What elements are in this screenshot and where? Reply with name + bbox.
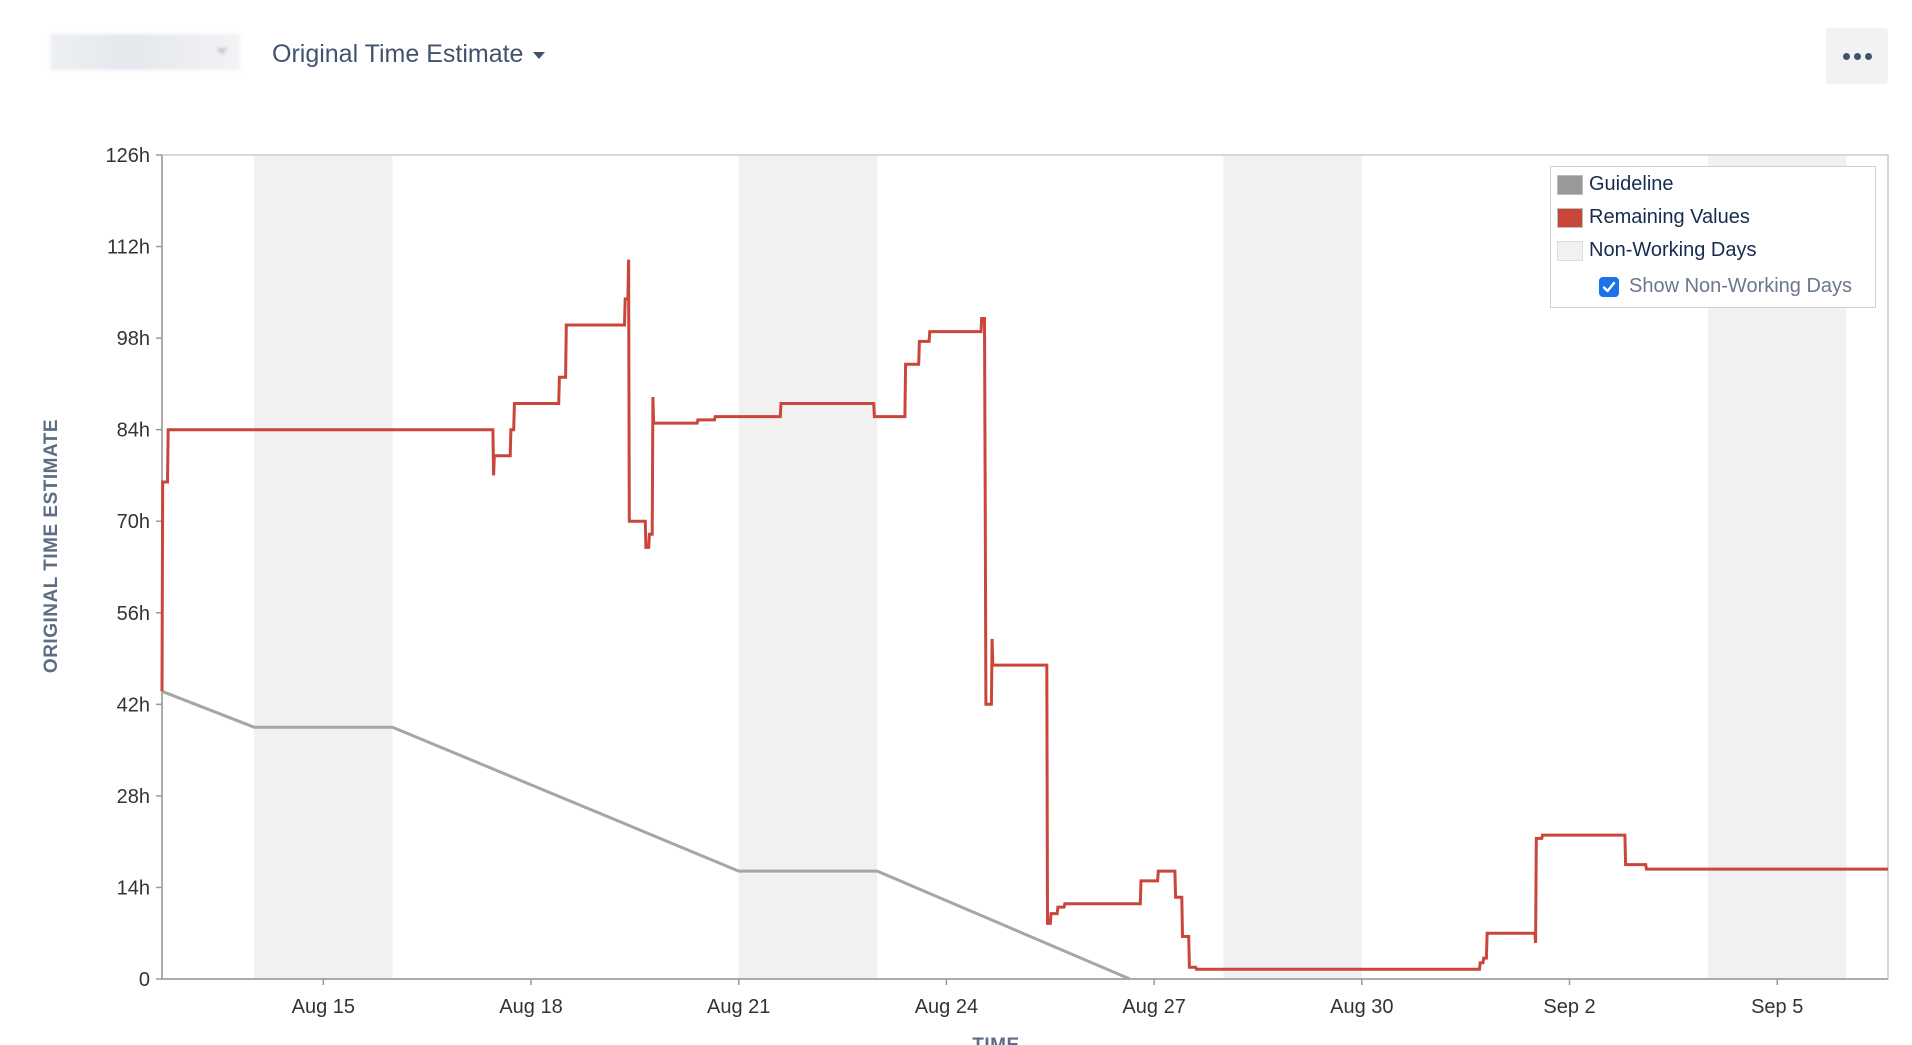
legend-item-non-working[interactable]: Non-Working Days — [1557, 239, 1756, 262]
board-select-value — [60, 42, 66, 63]
x-tick-label: Aug 24 — [915, 996, 978, 1018]
non-working-band — [1223, 155, 1362, 979]
guideline-swatch — [1557, 174, 1583, 195]
x-tick-label: Sep 2 — [1543, 996, 1595, 1018]
chart-legend: Guideline Remaining Values Non-Working D… — [1550, 166, 1876, 308]
y-tick-label: 56h — [117, 603, 150, 625]
y-tick-label: 126h — [106, 145, 151, 167]
x-tick-label: Aug 15 — [292, 996, 355, 1018]
x-tick-label: Sep 5 — [1751, 996, 1803, 1018]
guideline-line — [161, 689, 1131, 981]
show-non-working-label: Show Non-Working Days — [1629, 275, 1853, 297]
x-tick-label: Aug 30 — [1330, 996, 1393, 1018]
y-tick-label: 42h — [117, 694, 150, 716]
chevron-down-icon — [216, 48, 228, 55]
non-working-band — [738, 155, 878, 979]
more-horizontal-icon — [1853, 52, 1861, 60]
non-working-band — [254, 155, 393, 979]
legend-label-guideline: Guideline — [1589, 173, 1674, 195]
y-axis-ticks: 0 14h 28h 42h 56h 70h 84h 98h 112h 126h — [106, 145, 162, 991]
checkbox-checked-icon[interactable] — [1599, 276, 1619, 297]
y-tick-label: 84h — [117, 420, 150, 442]
y-tick-label: 70h — [117, 511, 150, 533]
x-axis-title: TIME — [972, 1035, 1019, 1045]
x-tick-label: Aug 27 — [1122, 996, 1185, 1018]
top-bar: Original Time Estimate — [0, 0, 1912, 110]
y-axis-title: ORIGINAL TIME ESTIMATE — [41, 419, 62, 673]
remaining-values-line — [160, 259, 1888, 971]
legend-label-remaining: Remaining Values — [1589, 206, 1750, 228]
more-horizontal-icon — [1864, 52, 1872, 60]
x-tick-label: Aug 18 — [499, 996, 562, 1018]
more-horizontal-icon — [1842, 52, 1850, 60]
x-axis-ticks: Aug 15 Aug 18 Aug 21 Aug 24 Aug 27 Aug 30 Sep … — [292, 979, 1803, 1018]
estimate-type-label: Original Time Estimate — [272, 39, 524, 68]
y-tick-label: 28h — [117, 786, 150, 808]
show-non-working-toggle[interactable]: Show Non-Working Days — [1599, 275, 1852, 298]
estimate-type-dropdown[interactable]: Original Time Estimate — [272, 36, 546, 72]
legend-label-non-working: Non-Working Days — [1589, 239, 1757, 261]
x-tick-label: Aug 21 — [707, 996, 770, 1018]
y-tick-label: 0 — [139, 969, 150, 991]
legend-item-guideline[interactable]: Guideline — [1557, 173, 1674, 196]
legend-item-remaining[interactable]: Remaining Values — [1557, 206, 1750, 229]
y-tick-label: 112h — [107, 237, 150, 259]
board-select[interactable] — [50, 34, 240, 70]
y-tick-label: 98h — [117, 328, 150, 350]
remaining-swatch — [1557, 207, 1583, 228]
y-tick-label: 14h — [117, 877, 150, 899]
non-working-swatch — [1557, 240, 1583, 261]
chevron-down-icon — [533, 51, 546, 59]
more-options-button[interactable] — [1826, 28, 1888, 84]
